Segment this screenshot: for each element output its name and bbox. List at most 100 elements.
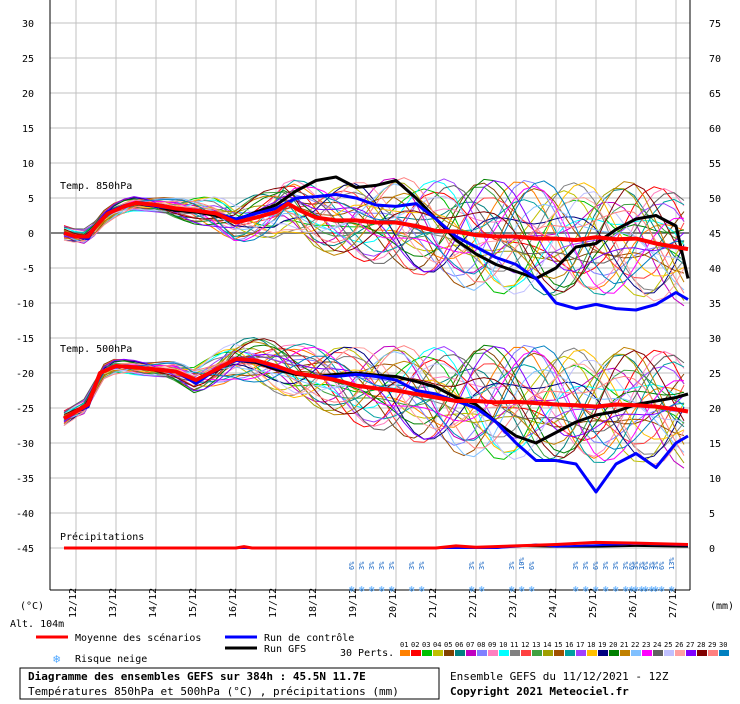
right-tick-label: 70	[709, 54, 721, 65]
date-tick-label: 19/12	[348, 588, 359, 618]
snowflake-icon: ❄	[349, 585, 355, 595]
label-t500: Temp. 500hPa	[60, 344, 132, 355]
title-box	[19, 667, 440, 700]
snow-risk-value: 6%	[658, 561, 666, 570]
pert-number: 18	[587, 641, 595, 649]
t500-pert-22	[63, 351, 685, 458]
snow-risk-value: 3%	[652, 561, 660, 570]
pert-color-swatch	[620, 650, 630, 656]
altitude-label: Alt. 104m	[10, 619, 64, 630]
legend-control-label: Run de contrôle	[264, 632, 354, 644]
snowflake-icon: ❄	[653, 585, 659, 595]
snow-risk-value: 3%	[622, 561, 630, 570]
snowflake-icon: ❄	[669, 585, 675, 595]
snow-risk-markers: 6% ❄ 3% ❄ 3% ❄ 3% ❄ 3% ❄ 3% ❄ 3% ❄ 3% ❄ 3% ❄ 3% ❄ 10% ❄ 6% ❄ 3% ❄…	[348, 557, 676, 595]
pert-color-swatch	[598, 650, 608, 656]
copyright: Copyright 2021 Meteociel.fr	[450, 685, 629, 698]
pert-color-swatch	[631, 650, 641, 656]
label-precip: Précipitations	[60, 531, 144, 543]
legend-snow-label: Risque neige	[75, 654, 147, 665]
snowflake-icon: ❄	[583, 585, 589, 595]
t850-pert-24	[63, 184, 685, 264]
left-tick-label: -25	[16, 404, 34, 415]
t500-pert-25	[63, 342, 685, 460]
pert-number: 09	[488, 641, 496, 649]
snowflake-icon: ❄	[649, 585, 655, 595]
snow-risk-value: 3%	[582, 561, 590, 570]
left-tick-label: 30	[22, 19, 34, 30]
pert-color-swatch	[510, 650, 520, 656]
snow-risk-value: 3%	[632, 561, 640, 570]
pert-number: 01	[400, 641, 408, 649]
date-tick-label: 12/12	[68, 588, 79, 618]
snow-risk-value: 3%	[572, 561, 580, 570]
t500-pert-24	[63, 354, 685, 433]
snowflake-icon: ❄	[409, 585, 415, 595]
snowflake-icon: ❄	[389, 585, 395, 595]
pert-number: 11	[510, 641, 518, 649]
right-tick-label: 0	[709, 544, 715, 555]
right-tick-label: 25	[709, 369, 721, 380]
snow-risk-value: 6%	[628, 561, 636, 570]
pert-number: 21	[620, 641, 628, 649]
right-tick-label: 10	[709, 474, 721, 485]
right-tick-label: 50	[709, 194, 721, 205]
snowflake-icon: ❄	[369, 585, 375, 595]
left-tick-label: 10	[22, 159, 34, 170]
t850-pert-26	[63, 182, 685, 302]
t850-pert-22	[63, 183, 685, 291]
pert-number: 12	[521, 641, 529, 649]
right-tick-label: 60	[709, 124, 721, 135]
snowflake-icon: ❄	[613, 585, 619, 595]
chart-grid	[49, 0, 691, 591]
pert-color-swatch	[422, 650, 432, 656]
left-tick-label: 20	[22, 89, 34, 100]
snowflake-icon: ❄	[529, 585, 535, 595]
t850-pert-28	[63, 183, 685, 293]
snowflake-icon: ❄	[359, 585, 365, 595]
date-tick-label: 21/12	[428, 588, 439, 618]
ensemble-run-label: Ensemble GEFS du 11/12/2021 - 12Z	[450, 670, 669, 683]
pert-color-swatch	[697, 650, 707, 656]
left-tick-label: 25	[22, 54, 34, 65]
snowflake-icon: ❄	[623, 585, 629, 595]
pert-color-swatch	[576, 650, 586, 656]
left-tick-label: -45	[16, 544, 34, 555]
pert-number: 19	[598, 641, 606, 649]
t850-mean-line	[63, 200, 689, 252]
pert-number: 05	[444, 641, 452, 649]
snowflake-icon: ❄	[593, 585, 599, 595]
t500-mean-line	[62, 357, 689, 421]
date-tick-label: 24/12	[548, 588, 559, 618]
pert-color-swatch	[532, 650, 542, 656]
snowflake-icon: ❄	[419, 585, 425, 595]
date-tick-label: 17/12	[268, 588, 279, 618]
pert-number: 10	[499, 641, 507, 649]
date-tick-label: 16/12	[228, 588, 239, 618]
left-tick-label: -15	[16, 334, 34, 345]
left-tick-label: -10	[16, 299, 34, 310]
pert-number: 30	[719, 641, 727, 649]
date-tick-label: 20/12	[388, 588, 399, 618]
left-axis-ticks: 30 25 20 15 10 5 0 -5 -10 -15 -20 -25 -30 -35 -40 -45	[16, 19, 34, 555]
left-tick-label: 0	[28, 229, 34, 240]
right-tick-label: 55	[709, 159, 721, 170]
legend-mean-label: Moyenne des scénarios	[75, 632, 201, 644]
right-unit: (mm)	[710, 601, 734, 612]
pert-color-swatch	[444, 650, 454, 656]
date-tick-label: 27/12	[668, 588, 679, 618]
date-tick-label: 26/12	[628, 588, 639, 618]
pert-color-swatch	[565, 650, 575, 656]
left-tick-label: 5	[28, 194, 34, 205]
pert-number: 15	[554, 641, 562, 649]
pert-color-swatch	[554, 650, 564, 656]
pert-color-swatch	[708, 650, 718, 656]
snowflake-icon: ❄	[509, 585, 515, 595]
legend: Moyenne des scénarios Run de contrôle Ru…	[36, 632, 729, 666]
left-tick-label: -35	[16, 474, 34, 485]
pert-number: 08	[477, 641, 485, 649]
right-tick-label: 35	[709, 299, 721, 310]
snow-risk-value: 3%	[378, 561, 386, 570]
right-tick-label: 5	[709, 509, 715, 520]
snow-risk-value: 3%	[648, 561, 656, 570]
